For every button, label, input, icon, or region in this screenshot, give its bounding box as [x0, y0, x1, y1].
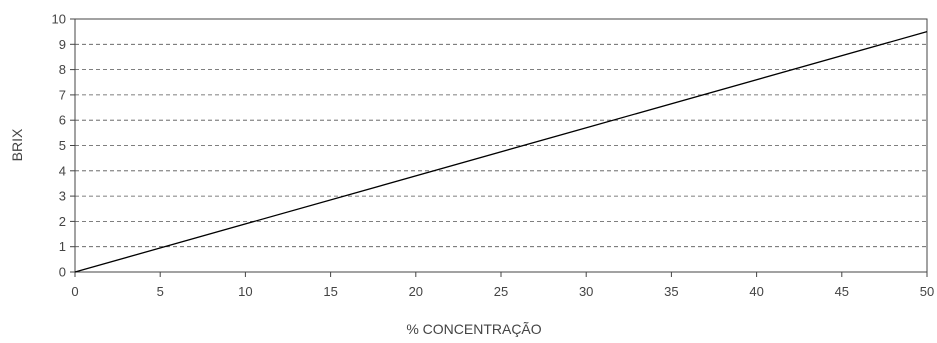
x-tick-label-10: 10 [238, 284, 252, 299]
y-tick-label-6: 6 [59, 113, 66, 128]
axes [70, 18, 928, 277]
x-tick-label-20: 20 [409, 284, 423, 299]
y-tick-label-4: 4 [59, 163, 66, 178]
gridlines [75, 43, 927, 248]
plot-frame [74, 18, 928, 273]
x-tick-label-40: 40 [749, 284, 763, 299]
x-tick-label-0: 0 [71, 284, 78, 299]
x-tick-label-50: 50 [920, 284, 934, 299]
x-tick-label-5: 5 [157, 284, 164, 299]
x-axis-label: % CONCENTRAÇÃO [406, 321, 541, 337]
y-tick-label-0: 0 [59, 265, 66, 280]
x-tick-label-35: 35 [664, 284, 678, 299]
x-tick-label-25: 25 [494, 284, 508, 299]
y-axis-label: BRIX [9, 128, 25, 161]
x-tick-labels: 0 5 10 15 20 25 30 35 40 45 50 [71, 284, 934, 299]
y-tick-label-10: 10 [52, 12, 66, 27]
x-tick-label-30: 30 [579, 284, 593, 299]
y-tick-label-7: 7 [59, 87, 66, 102]
series [74, 31, 928, 273]
x-tick-label-45: 45 [835, 284, 849, 299]
y-tick-label-3: 3 [59, 189, 66, 204]
y-tick-label-2: 2 [59, 214, 66, 229]
series-line-0 [74, 31, 928, 273]
y-tick-label-8: 8 [59, 62, 66, 77]
x-tick-label-15: 15 [323, 284, 337, 299]
y-tick-labels: 0 1 2 3 4 5 6 7 8 9 10 [52, 12, 66, 280]
y-tick-label-5: 5 [59, 138, 66, 153]
y-tick-label-9: 9 [59, 37, 66, 52]
y-tick-label-1: 1 [59, 239, 66, 254]
